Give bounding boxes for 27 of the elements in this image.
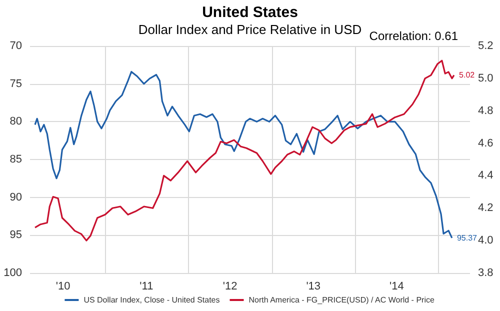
y-tick-label: 80	[10, 116, 22, 128]
x-tick-label: '10	[56, 280, 70, 292]
y2-tick-label: 4.6	[478, 137, 494, 150]
y2-tick-label: 4.2	[478, 202, 494, 214]
y2-tick-label: 4.8	[478, 104, 494, 117]
y2-tick-label: 3.8	[478, 267, 494, 279]
data-label: 95.37	[456, 233, 478, 242]
x-tick-label: '14	[390, 280, 404, 292]
chart-subtitle: Dollar Index and Price Relative in USD	[138, 22, 362, 37]
y-tick-label: 75	[10, 78, 22, 90]
y-tick-label: 70	[10, 40, 22, 52]
x-tick-label: '12	[222, 280, 238, 292]
y2-tick-label: 5.2	[478, 40, 494, 52]
x-tick-label: '11	[140, 280, 154, 292]
y2-tick-label: 4.0	[478, 234, 494, 247]
text: Correlation: 0.61	[369, 29, 458, 43]
legend-label: US Dollar Index, Close - United States	[84, 296, 220, 304]
x-tick-label: '13	[306, 280, 321, 292]
data-label: 5.02	[459, 70, 476, 80]
y-tick-label: 95	[10, 229, 22, 242]
y-tick-label: 90	[10, 191, 22, 204]
y2-tick-label: 5.0	[478, 72, 494, 84]
y-tick-label: 85	[10, 154, 22, 166]
legend-label: North America - FG_PRICE(USD) / AC World - Price	[248, 296, 435, 304]
y2-tick-label: 4.4	[478, 170, 494, 182]
chart-title: United States	[202, 4, 298, 21]
y-tick-label: 100	[4, 267, 22, 279]
